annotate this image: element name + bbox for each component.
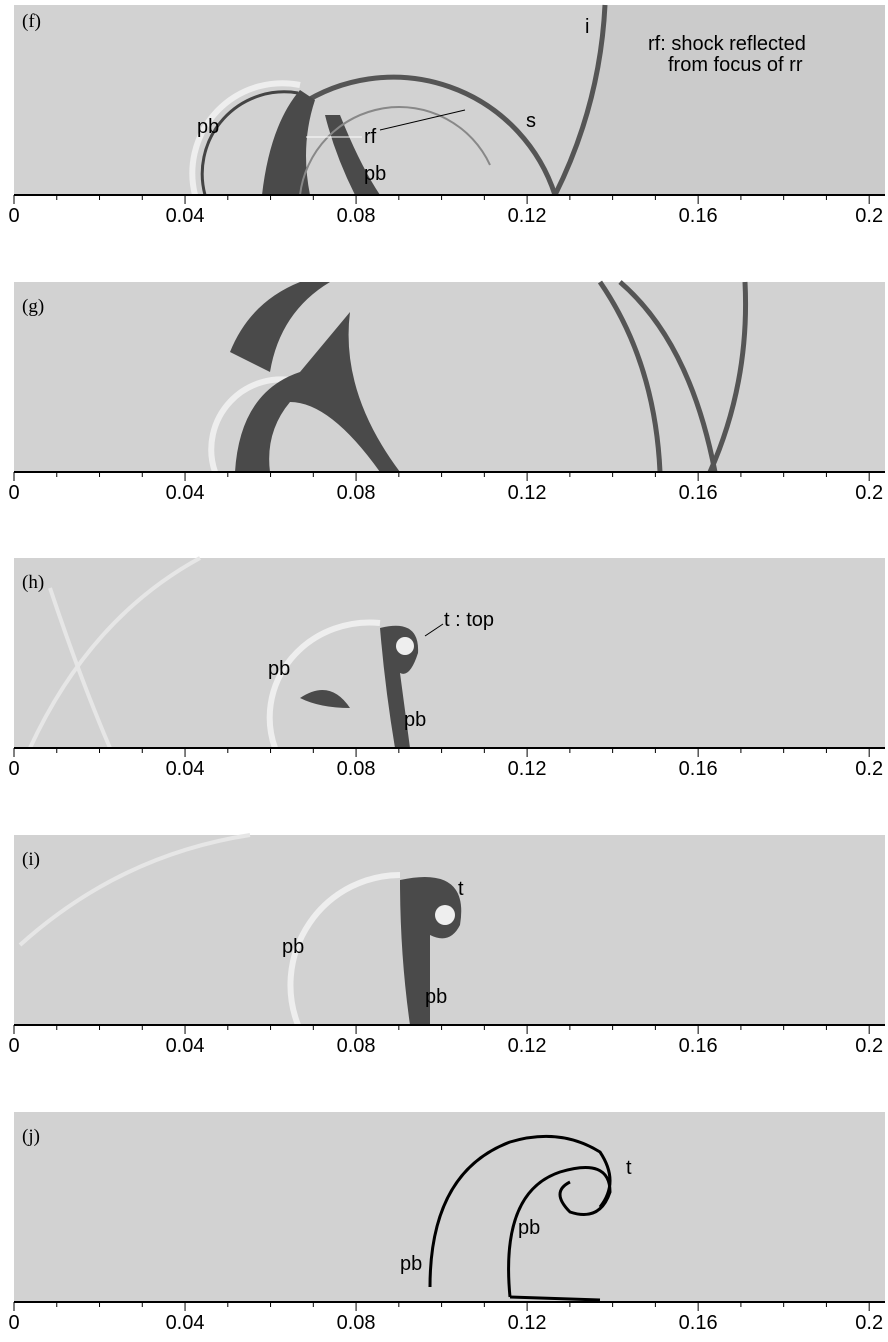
annotation: pb — [282, 936, 304, 958]
x-tick-label: 0.12 — [508, 758, 547, 780]
panel: (g) 0 0.04 0.08 0.12 0.16 0.2 — [8, 282, 885, 504]
x-tick-label: 0.04 — [166, 758, 205, 780]
figure: (f) i rf: shock reflected from focus of … — [0, 0, 888, 1342]
x-tick-label: 0 — [8, 482, 19, 504]
panel: (h) t : top pb pb 0 0.04 0.08 0.12 0.16 0.2 — [8, 558, 885, 780]
panel-label: (i) — [22, 849, 40, 870]
schlieren-image — [14, 1112, 885, 1302]
x-tick-label: 0.04 — [166, 482, 205, 504]
annotation: pb — [364, 163, 386, 185]
annotation: rf — [364, 126, 377, 148]
x-tick-label: 0.08 — [337, 1312, 376, 1334]
panel-label: (f) — [22, 11, 41, 32]
x-tick-label: 0.2 — [855, 205, 883, 227]
x-tick-label: 0.16 — [679, 482, 718, 504]
x-tick-label: 0 — [8, 205, 19, 227]
x-tick-label: 0 — [8, 1035, 19, 1057]
x-tick-label: 0 — [8, 1312, 19, 1334]
schlieren-image — [14, 558, 885, 748]
x-tick-label: 0.12 — [508, 1312, 547, 1334]
x-tick-label: 0.16 — [679, 1312, 718, 1334]
x-tick-label: 0.04 — [166, 1312, 205, 1334]
annotation: s — [526, 110, 536, 132]
x-tick-label: 0.04 — [166, 205, 205, 227]
x-tick-label: 0.04 — [166, 1035, 205, 1057]
x-tick-label: 0.08 — [337, 205, 376, 227]
x-tick-label: 0.2 — [855, 758, 883, 780]
panel: (j) t pb pb 0 0.04 0.08 0.12 0.16 0.2 — [8, 1112, 885, 1334]
panel: (f) i rf: shock reflected from focus of … — [8, 5, 885, 227]
x-tick-label: 0.16 — [679, 205, 718, 227]
x-tick-label: 0.08 — [337, 1035, 376, 1057]
x-tick-label: 0.16 — [679, 1035, 718, 1057]
x-tick-label: 0.2 — [855, 482, 883, 504]
x-tick-label: 0.2 — [855, 1312, 883, 1334]
x-tick-label: 0.12 — [508, 482, 547, 504]
annotation: rf: shock reflected — [648, 33, 806, 55]
annotation: from focus of rr — [668, 54, 803, 76]
x-tick-label: 0.2 — [855, 1035, 883, 1057]
annotation: pb — [197, 116, 219, 138]
panel-label: (h) — [22, 572, 44, 593]
x-tick-label: 0.16 — [679, 758, 718, 780]
annotation: pb — [268, 658, 290, 680]
annotation: pb — [518, 1217, 540, 1239]
x-tick-label: 0.08 — [337, 758, 376, 780]
panel-label: (j) — [22, 1126, 40, 1147]
annotation: pb — [404, 709, 426, 731]
annotation: pb — [425, 986, 447, 1008]
annotation: t : top — [444, 609, 494, 631]
annotation: pb — [400, 1253, 422, 1275]
panel-label: (g) — [22, 296, 44, 317]
annotation: t — [458, 878, 464, 900]
x-tick-label: 0.08 — [337, 482, 376, 504]
x-tick-label: 0 — [8, 758, 19, 780]
panel: (i) t pb pb 0 0.04 0.08 0.12 0.16 0.2 — [8, 835, 885, 1057]
annotation: t — [626, 1157, 632, 1179]
schlieren-image — [14, 282, 885, 472]
annotation: i — [585, 16, 589, 38]
x-tick-label: 0.12 — [508, 205, 547, 227]
x-tick-label: 0.12 — [508, 1035, 547, 1057]
